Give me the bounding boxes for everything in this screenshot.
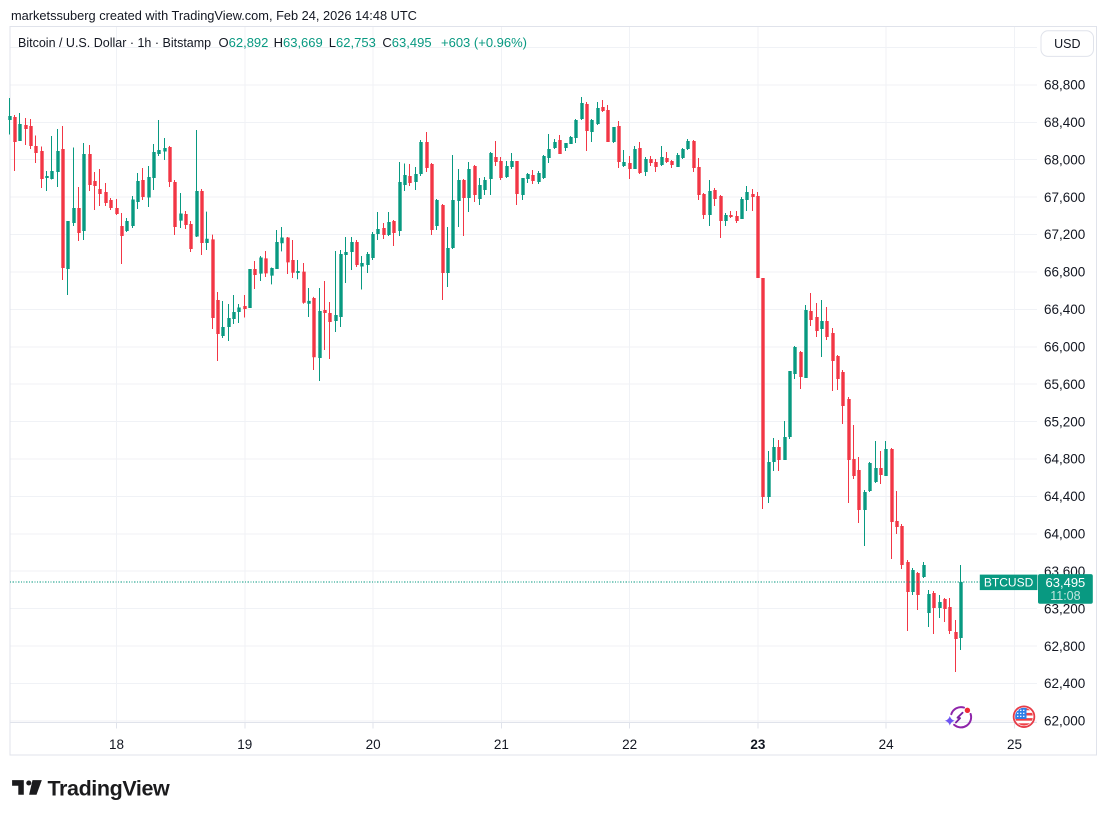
svg-text:25: 25 bbox=[1007, 737, 1022, 752]
svg-text:66,800: 66,800 bbox=[1044, 265, 1085, 280]
svg-text:22: 22 bbox=[622, 737, 637, 752]
svg-text:68,400: 68,400 bbox=[1044, 115, 1085, 130]
svg-text:64,400: 64,400 bbox=[1044, 489, 1085, 504]
svg-text:23: 23 bbox=[750, 737, 766, 752]
svg-text:67,600: 67,600 bbox=[1044, 190, 1085, 205]
svg-text:68,000: 68,000 bbox=[1044, 152, 1085, 167]
svg-text:H63,669: H63,669 bbox=[274, 35, 323, 50]
svg-text:67,200: 67,200 bbox=[1044, 227, 1085, 242]
svg-text:24: 24 bbox=[879, 737, 895, 752]
svg-text:L62,753: L62,753 bbox=[329, 35, 376, 50]
svg-text:63,200: 63,200 bbox=[1044, 601, 1085, 616]
svg-text:USD: USD bbox=[1054, 37, 1080, 51]
svg-text:62,400: 62,400 bbox=[1044, 676, 1085, 691]
svg-text:65,200: 65,200 bbox=[1044, 414, 1085, 429]
svg-text:19: 19 bbox=[237, 737, 252, 752]
svg-text:C63,495: C63,495 bbox=[382, 35, 431, 50]
svg-text:20: 20 bbox=[366, 737, 381, 752]
svg-text:66,400: 66,400 bbox=[1044, 302, 1085, 317]
svg-text:Bitcoin / U.S. Dollar · 1h · B: Bitcoin / U.S. Dollar · 1h · Bitstamp bbox=[18, 36, 211, 50]
svg-text:64,800: 64,800 bbox=[1044, 452, 1085, 467]
svg-text:18: 18 bbox=[109, 737, 124, 752]
svg-text:62,800: 62,800 bbox=[1044, 639, 1085, 654]
svg-text:11:08: 11:08 bbox=[1050, 589, 1080, 603]
svg-text:62,000: 62,000 bbox=[1044, 714, 1085, 729]
svg-text:65,600: 65,600 bbox=[1044, 377, 1085, 392]
svg-text:marketssuberg created with Tra: marketssuberg created with TradingView.c… bbox=[11, 8, 417, 23]
svg-text:21: 21 bbox=[494, 737, 509, 752]
svg-text:64,000: 64,000 bbox=[1044, 527, 1085, 542]
svg-text:68,800: 68,800 bbox=[1044, 78, 1085, 93]
svg-text:+603 (+0.96%): +603 (+0.96%) bbox=[441, 35, 527, 50]
svg-text:63,495: 63,495 bbox=[1046, 575, 1086, 590]
svg-text:BTCUSD: BTCUSD bbox=[984, 575, 1034, 589]
svg-text:66,000: 66,000 bbox=[1044, 340, 1085, 355]
svg-text:TradingView: TradingView bbox=[48, 776, 171, 800]
svg-text:O62,892: O62,892 bbox=[219, 35, 269, 50]
